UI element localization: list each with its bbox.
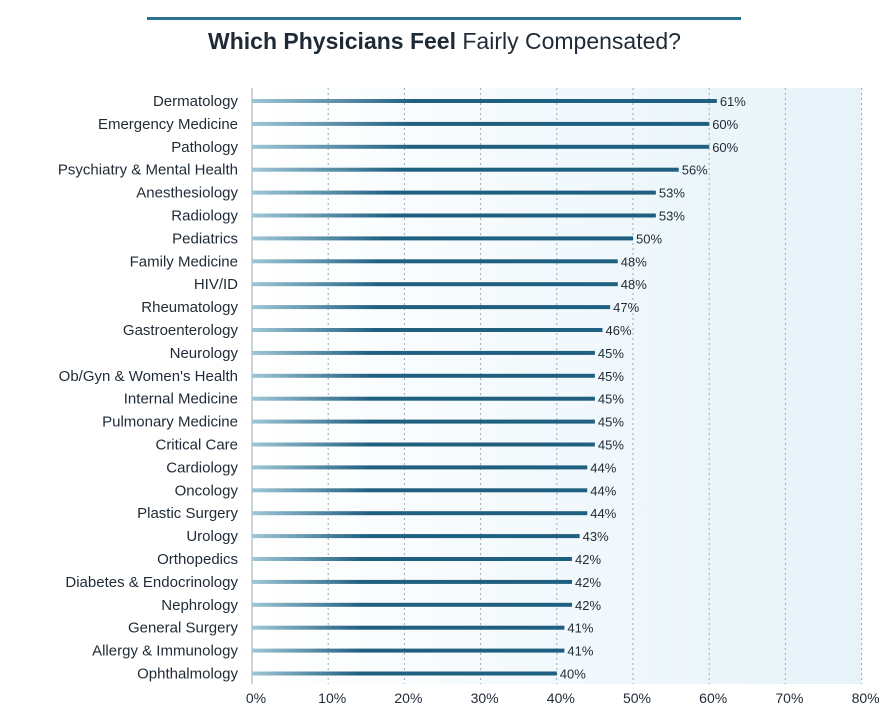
bar — [252, 488, 588, 493]
category-label: Nephrology — [161, 597, 238, 614]
value-labels: 61% 60% 60% 56% 53% 53% 50% 48% 48% 47% 46% 45% 45% 4… — [560, 94, 746, 682]
value-label: 50% — [636, 231, 662, 246]
bar — [252, 579, 573, 584]
category-label: Psychiatry & Mental Health — [58, 162, 238, 179]
bar — [252, 99, 717, 103]
chart-title-normal: Fairly Compensated? — [462, 28, 681, 54]
bar — [252, 557, 573, 561]
value-label: 53% — [659, 186, 685, 201]
bar — [252, 396, 595, 401]
title-rule — [147, 17, 741, 20]
value-label: 41% — [567, 644, 593, 659]
value-label: 48% — [621, 277, 647, 292]
value-label: 60% — [712, 140, 738, 155]
bar — [252, 259, 618, 264]
value-label: 43% — [583, 529, 609, 544]
category-label: Family Medicine — [130, 253, 238, 270]
bar — [252, 236, 633, 241]
category-label: Emergency Medicine — [98, 116, 238, 133]
bar — [252, 602, 573, 607]
value-label: 42% — [575, 552, 601, 567]
value-label: 45% — [598, 415, 624, 430]
chart-title: Which Physicians Feel Fairly Compensated… — [0, 28, 889, 55]
bar — [252, 144, 710, 149]
chart-title-bold: Which Physicians Feel — [208, 28, 456, 54]
x-tick-label: 60% — [699, 690, 727, 706]
category-label: Urology — [186, 528, 238, 545]
value-label: 45% — [598, 392, 624, 407]
x-tick-label: 50% — [623, 690, 651, 706]
bar — [252, 328, 603, 332]
bar — [252, 373, 595, 378]
value-label: 56% — [682, 163, 708, 178]
value-label: 42% — [575, 598, 601, 613]
value-label: 47% — [613, 300, 639, 315]
x-tick-label: 30% — [471, 690, 499, 706]
category-label: HIV/ID — [194, 276, 238, 293]
bar — [252, 282, 618, 287]
value-label: 61% — [720, 94, 746, 109]
value-label: 44% — [590, 483, 616, 498]
category-label: Critical Care — [155, 437, 238, 454]
value-label: 42% — [575, 575, 601, 590]
value-label: 46% — [606, 323, 632, 338]
category-label: Radiology — [171, 208, 238, 225]
bar — [252, 625, 565, 630]
value-label: 45% — [598, 369, 624, 384]
bar — [252, 648, 565, 653]
category-label: Plastic Surgery — [137, 505, 238, 522]
value-label: 48% — [621, 254, 647, 269]
category-label: General Surgery — [128, 620, 239, 637]
grid-lines — [251, 88, 863, 684]
bar — [252, 465, 588, 470]
x-axis-tick-labels: 0% 10% 20% 30% 40% 50% 60% 70% 80% — [246, 690, 880, 706]
category-label: Pathology — [171, 139, 238, 156]
category-label: Allergy & Immunology — [92, 643, 238, 660]
bar — [252, 534, 580, 539]
bar — [252, 167, 679, 172]
x-tick-label: 70% — [775, 690, 803, 706]
category-label: Orthopedics — [157, 551, 238, 568]
bar — [252, 305, 611, 310]
category-labels: Dermatology Emergency Medicine Pathology Ps… — [58, 93, 239, 683]
bar — [252, 511, 588, 516]
value-label: 53% — [659, 209, 685, 224]
category-label: Neurology — [170, 345, 239, 362]
bar — [252, 442, 595, 447]
bar — [252, 213, 656, 218]
category-label: Anesthesiology — [136, 185, 238, 202]
value-label: 45% — [598, 438, 624, 453]
category-label: Ophthalmology — [137, 666, 238, 683]
x-tick-label: 20% — [394, 690, 422, 706]
bar — [252, 350, 595, 355]
value-label: 40% — [560, 667, 586, 682]
value-label: 44% — [590, 460, 616, 475]
category-label: Rheumatology — [141, 299, 238, 316]
x-tick-label: 10% — [318, 690, 346, 706]
value-label: 41% — [567, 621, 593, 636]
category-label: Diabetes & Endocrinology — [65, 574, 238, 591]
category-label: Gastroenterology — [123, 322, 239, 339]
category-label: Internal Medicine — [124, 391, 238, 408]
value-label: 45% — [598, 346, 624, 361]
category-label: Ob/Gyn & Women's Health — [59, 368, 238, 385]
category-label: Cardiology — [166, 459, 238, 476]
bars — [252, 99, 717, 676]
value-label: 44% — [590, 506, 616, 521]
category-label: Dermatology — [153, 93, 239, 110]
bar — [252, 419, 595, 424]
x-tick-label: 0% — [246, 690, 266, 706]
bar — [252, 121, 710, 126]
category-label: Pulmonary Medicine — [102, 414, 238, 431]
x-tick-label: 80% — [852, 690, 880, 706]
category-label: Pediatrics — [172, 230, 238, 247]
bar — [252, 190, 656, 195]
x-tick-label: 40% — [547, 690, 575, 706]
value-label: 60% — [712, 117, 738, 132]
category-label: Oncology — [175, 482, 239, 499]
bar — [252, 671, 557, 676]
